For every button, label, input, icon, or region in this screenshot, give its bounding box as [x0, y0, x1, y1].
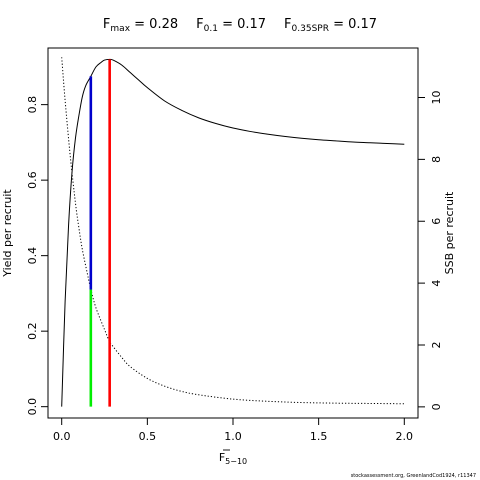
- y-left-tick-label: 0.4: [26, 247, 39, 265]
- title-f35-base: F: [284, 17, 291, 32]
- x-tick-label: 1.5: [310, 430, 328, 443]
- title-f01-value: = 0.17: [218, 17, 266, 32]
- title-fmax-value: = 0.28: [130, 17, 178, 32]
- y-right-tick-label: 0: [430, 403, 443, 410]
- x-axis-title-sub: 5−10: [225, 457, 247, 466]
- y-left-tick-label: 0.2: [26, 322, 39, 340]
- title-fmax-sub: max: [110, 24, 130, 34]
- y-right-axis-title: SSB per recruit: [443, 191, 456, 274]
- y-right-tick-label: 2: [430, 341, 443, 348]
- y-left-tick-label: 0.8: [26, 96, 39, 114]
- plot-frame: [47, 47, 419, 419]
- axes-layer: 0.0 0.5 1.0 1.5 2.0 0.0 0.2 0.4 0.6 0.8 0 2 4 6 8 10: [26, 90, 443, 443]
- x-axis-title-base: F: [219, 451, 225, 464]
- chart-title: Fmax = 0.28 F0.1 = 0.17 F0.35SPR = 0.17: [103, 17, 377, 34]
- credit-text: stockassessment.org, GreenlandCod1924, r…: [351, 473, 476, 479]
- yield-per-recruit-curve: [61, 58, 405, 407]
- title-f35-sub: 0.35SPR: [292, 24, 329, 34]
- y-left-tick-label: 0.6: [26, 171, 39, 189]
- title-f35-value: = 0.17: [329, 17, 377, 32]
- title-f01-base: F: [196, 17, 203, 32]
- title-f01-sub: 0.1: [204, 24, 218, 34]
- y-left-axis-title: Yield per recruit: [1, 189, 14, 278]
- x-tick-label: 0.0: [53, 430, 71, 443]
- data-layer: [61, 57, 405, 407]
- x-axis-title: F5−10: [219, 451, 247, 466]
- y-right-tick-label: 6: [430, 218, 443, 225]
- x-tick-label: 0.5: [139, 430, 157, 443]
- x-tick-label: 2.0: [396, 430, 414, 443]
- y-right-tick-label: 10: [430, 90, 443, 104]
- title-fmax-base: F: [103, 17, 110, 32]
- y-left-tick-label: 0.0: [26, 398, 39, 416]
- x-tick-label: 1.0: [224, 430, 242, 443]
- y-right-tick-label: 8: [430, 156, 443, 163]
- y-right-tick-label: 4: [430, 280, 443, 287]
- ssb-per-recruit-curve: [61, 57, 405, 405]
